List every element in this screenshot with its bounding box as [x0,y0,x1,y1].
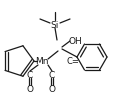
Text: C=: C= [67,57,79,66]
Text: OH: OH [68,37,82,46]
Text: O: O [48,85,55,94]
Text: Si: Si [51,20,59,29]
Text: O: O [26,85,33,94]
Text: C: C [27,71,33,80]
Text: Mn: Mn [35,57,49,66]
Text: C: C [49,71,55,80]
